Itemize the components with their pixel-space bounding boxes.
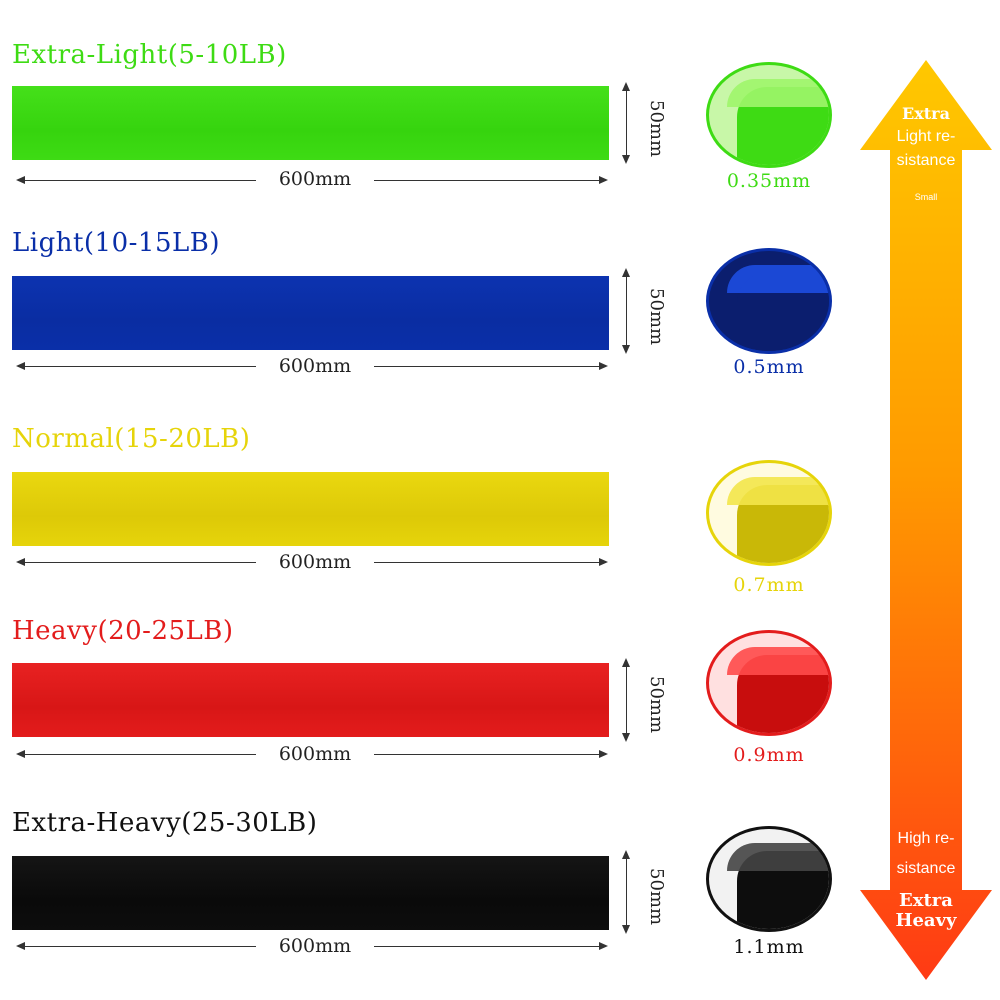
- scale-bottom-extra-line2: Heavy: [895, 910, 957, 931]
- band-strip-extra-light: [12, 86, 609, 160]
- width-dimension-line: [621, 82, 630, 164]
- length-label: 600mm: [256, 355, 374, 377]
- width-dimension-line: [621, 658, 630, 742]
- scale-bottom-label-line1: High re-: [897, 830, 955, 847]
- width-label: 50mm: [646, 288, 667, 346]
- length-label: 600mm: [256, 935, 374, 957]
- band-strip-extra-heavy: [12, 856, 609, 930]
- thickness-label-heavy: 0.9mm: [733, 744, 805, 766]
- length-label: 600mm: [256, 743, 374, 765]
- scale-top-label-line1: Light re-: [896, 128, 956, 145]
- thickness-label-light: 0.5mm: [733, 356, 805, 378]
- band-strip-light: [12, 276, 609, 350]
- resistance-scale-arrow: [860, 60, 992, 980]
- band-strip-heavy: [12, 663, 609, 737]
- width-dimension-line: [621, 850, 630, 934]
- thickness-label-extra-heavy: 1.1mm: [733, 936, 805, 958]
- scale-bottom-extra-line1: Extra: [899, 890, 953, 911]
- band-title-normal: Normal(15-20LB): [12, 424, 251, 454]
- band-strip-normal: [12, 472, 609, 546]
- length-label: 600mm: [256, 168, 374, 190]
- thickness-thumbnail-heavy: [706, 630, 832, 736]
- thickness-label-extra-light: 0.35mm: [726, 170, 812, 192]
- band-title-extra-light: Extra-Light(5-10LB): [12, 40, 287, 70]
- thickness-thumbnail-extra-heavy: [706, 826, 832, 932]
- thickness-thumbnail-extra-light: [706, 62, 832, 168]
- width-dimension-line: [621, 268, 630, 354]
- thickness-thumbnail-normal: [706, 460, 832, 566]
- width-label: 50mm: [646, 676, 667, 734]
- thickness-thumbnail-light: [706, 248, 832, 354]
- width-label: 50mm: [646, 868, 667, 926]
- scale-small-label: Small: [914, 192, 938, 202]
- band-title-heavy: Heavy(20-25LB): [12, 616, 234, 646]
- scale-top-label-line2: sistance: [896, 152, 956, 169]
- band-title-light: Light(10-15LB): [12, 228, 221, 258]
- scale-top-extra: Extra: [902, 104, 950, 123]
- thickness-label-normal: 0.7mm: [733, 574, 805, 596]
- band-title-extra-heavy: Extra-Heavy(25-30LB): [12, 808, 318, 838]
- length-label: 600mm: [256, 551, 374, 573]
- width-label: 50mm: [646, 100, 667, 158]
- scale-bottom-label-line2: sistance: [896, 860, 956, 877]
